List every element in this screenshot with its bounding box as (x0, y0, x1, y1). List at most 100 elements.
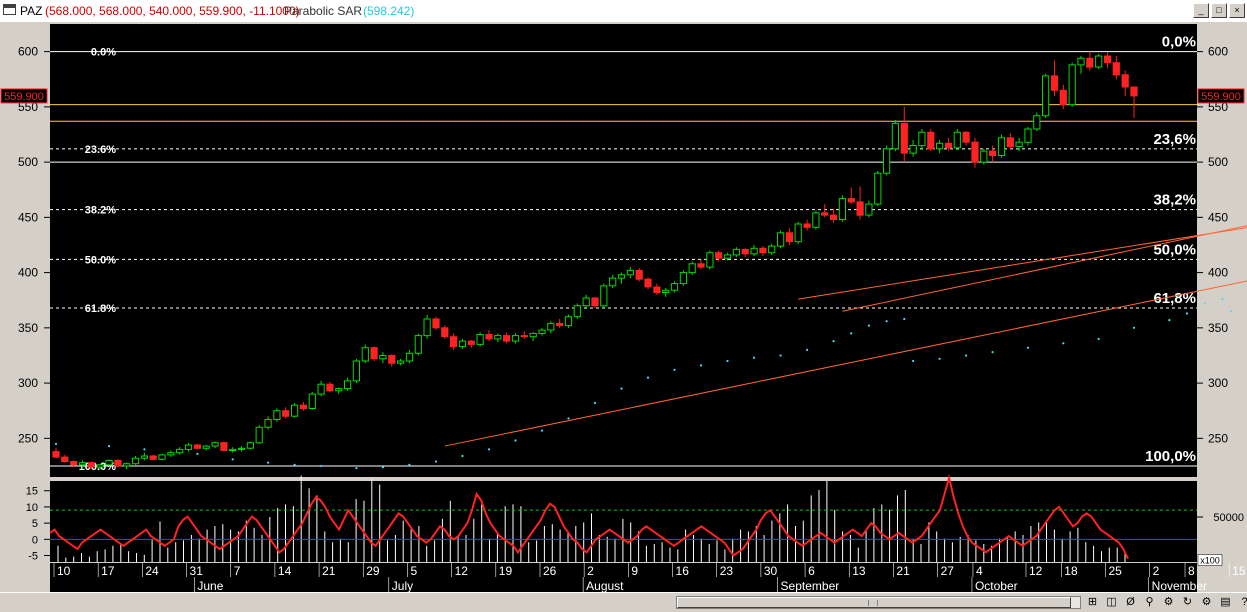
candle-body (458, 340, 467, 348)
candle-body (158, 454, 166, 460)
sar-dot (143, 448, 146, 451)
sar-dot (850, 332, 853, 335)
sar-dot (1097, 337, 1100, 340)
sar-dot (461, 454, 464, 458)
settings-icon[interactable]: ⚙ (1163, 596, 1174, 608)
candle-body (255, 426, 263, 444)
candle-body (900, 122, 908, 154)
oscillator-tick: 15 (26, 486, 38, 498)
candle-body (538, 329, 546, 334)
gear-icon[interactable]: ⚙ (1201, 596, 1212, 608)
sar-dot (806, 348, 809, 351)
candle-body (1015, 141, 1023, 148)
price-tick-right: 300 (1208, 376, 1228, 390)
candle-body (96, 464, 104, 468)
horizontal-scrollbar[interactable] (676, 596, 1081, 609)
candle-body (962, 131, 970, 143)
candle-body (467, 340, 475, 345)
candle-body (211, 442, 219, 447)
candle-body (105, 459, 113, 466)
split-icon[interactable]: ◫ (1106, 596, 1117, 608)
close-button[interactable]: × (1229, 3, 1245, 18)
trendline (842, 225, 1247, 312)
sar-dot (107, 445, 111, 448)
chart-area[interactable]: 250 250 300 300 350 350 400 400 450 450 500 500 5 5 0 5… (0, 22, 1247, 592)
maximize-button[interactable]: □ (1211, 3, 1227, 18)
sar-dot (1062, 342, 1065, 345)
day-label: 24 (145, 564, 159, 578)
minimize-button[interactable]: _ (1193, 3, 1209, 18)
ohlc-label: (568.000, 568.000, 540.000, 559.900, -11… (45, 4, 300, 18)
oscillator-tick: -5 (28, 551, 38, 563)
candle-body (123, 463, 131, 467)
toolbar: ⊞ ◫ Ø ⚲ ⚙ ↻ ⚙ ▤ ? (1084, 595, 1247, 610)
price-tick-right: 500 (1208, 155, 1228, 169)
candle-body (617, 274, 626, 279)
help-icon[interactable]: ? (1241, 596, 1247, 608)
price-tick-left: 600 (18, 45, 38, 59)
sar-dot (567, 417, 570, 420)
sar-dot (196, 452, 199, 455)
candle-body (361, 347, 369, 362)
sar-dot (867, 324, 871, 327)
candle-body (573, 305, 581, 318)
candle-body (87, 462, 96, 468)
volume-tick: 50000 (1213, 512, 1244, 524)
candle-body (856, 201, 864, 216)
candle-body (238, 447, 246, 450)
candle-body (785, 232, 793, 243)
candle-body (821, 212, 829, 216)
candle-body (768, 245, 776, 254)
candle-body (78, 462, 87, 466)
day-label: 26 (543, 564, 557, 578)
oscillator-tick: 0 (32, 534, 38, 546)
candle-body (344, 380, 352, 390)
candle-body (591, 297, 599, 307)
month-label: July (392, 579, 413, 592)
candle-body (936, 142, 944, 150)
price-panel (50, 24, 1197, 477)
candle-body (264, 419, 272, 428)
candle-body (397, 360, 405, 364)
price-tag-text: 559.900 (1201, 91, 1241, 103)
price-tag-left: 559.900 (0, 88, 48, 104)
price-tick-left: 250 (18, 431, 38, 445)
price-tick-left: 300 (18, 376, 38, 390)
candle-body (838, 198, 846, 221)
grip-icon (868, 600, 878, 606)
day-label: 5 (410, 564, 417, 578)
candle-body (167, 452, 175, 456)
candle-body (891, 122, 899, 150)
candle-body (750, 247, 758, 255)
candle-body (52, 451, 60, 458)
layout-icon[interactable]: ⊞ (1087, 596, 1098, 608)
candle-body (600, 285, 608, 307)
candle-body (679, 272, 687, 285)
list-icon[interactable]: ▤ (1220, 596, 1231, 608)
candle-body (511, 335, 520, 342)
fib-label-left: 38.2% (85, 205, 116, 217)
candle-body (1024, 128, 1032, 143)
candle-body (70, 461, 78, 466)
sar-dot (726, 359, 729, 363)
price-tick-right: 400 (1208, 266, 1228, 280)
price-tag-box (1197, 88, 1245, 104)
candle-body (723, 254, 732, 259)
day-label: 12 (1029, 564, 1043, 578)
day-label: 14 (278, 564, 292, 578)
day-label: 25 (1108, 564, 1122, 578)
day-label: 15 (1232, 564, 1246, 578)
candle-body (184, 444, 193, 450)
candle-body (291, 404, 299, 417)
sar-dot (646, 376, 650, 379)
search-icon[interactable]: ⚲ (1145, 596, 1154, 608)
sar-dot (408, 463, 411, 466)
scrollbar-thumb[interactable] (677, 597, 1071, 608)
candle-body (1050, 75, 1059, 91)
sar-dot (885, 320, 888, 323)
candle-body (405, 352, 414, 362)
refresh-icon[interactable]: ↻ (1182, 596, 1193, 608)
sar-dot (832, 340, 835, 343)
fib-label-right: 38,2% (1153, 192, 1196, 209)
no-icon[interactable]: Ø (1126, 596, 1135, 608)
